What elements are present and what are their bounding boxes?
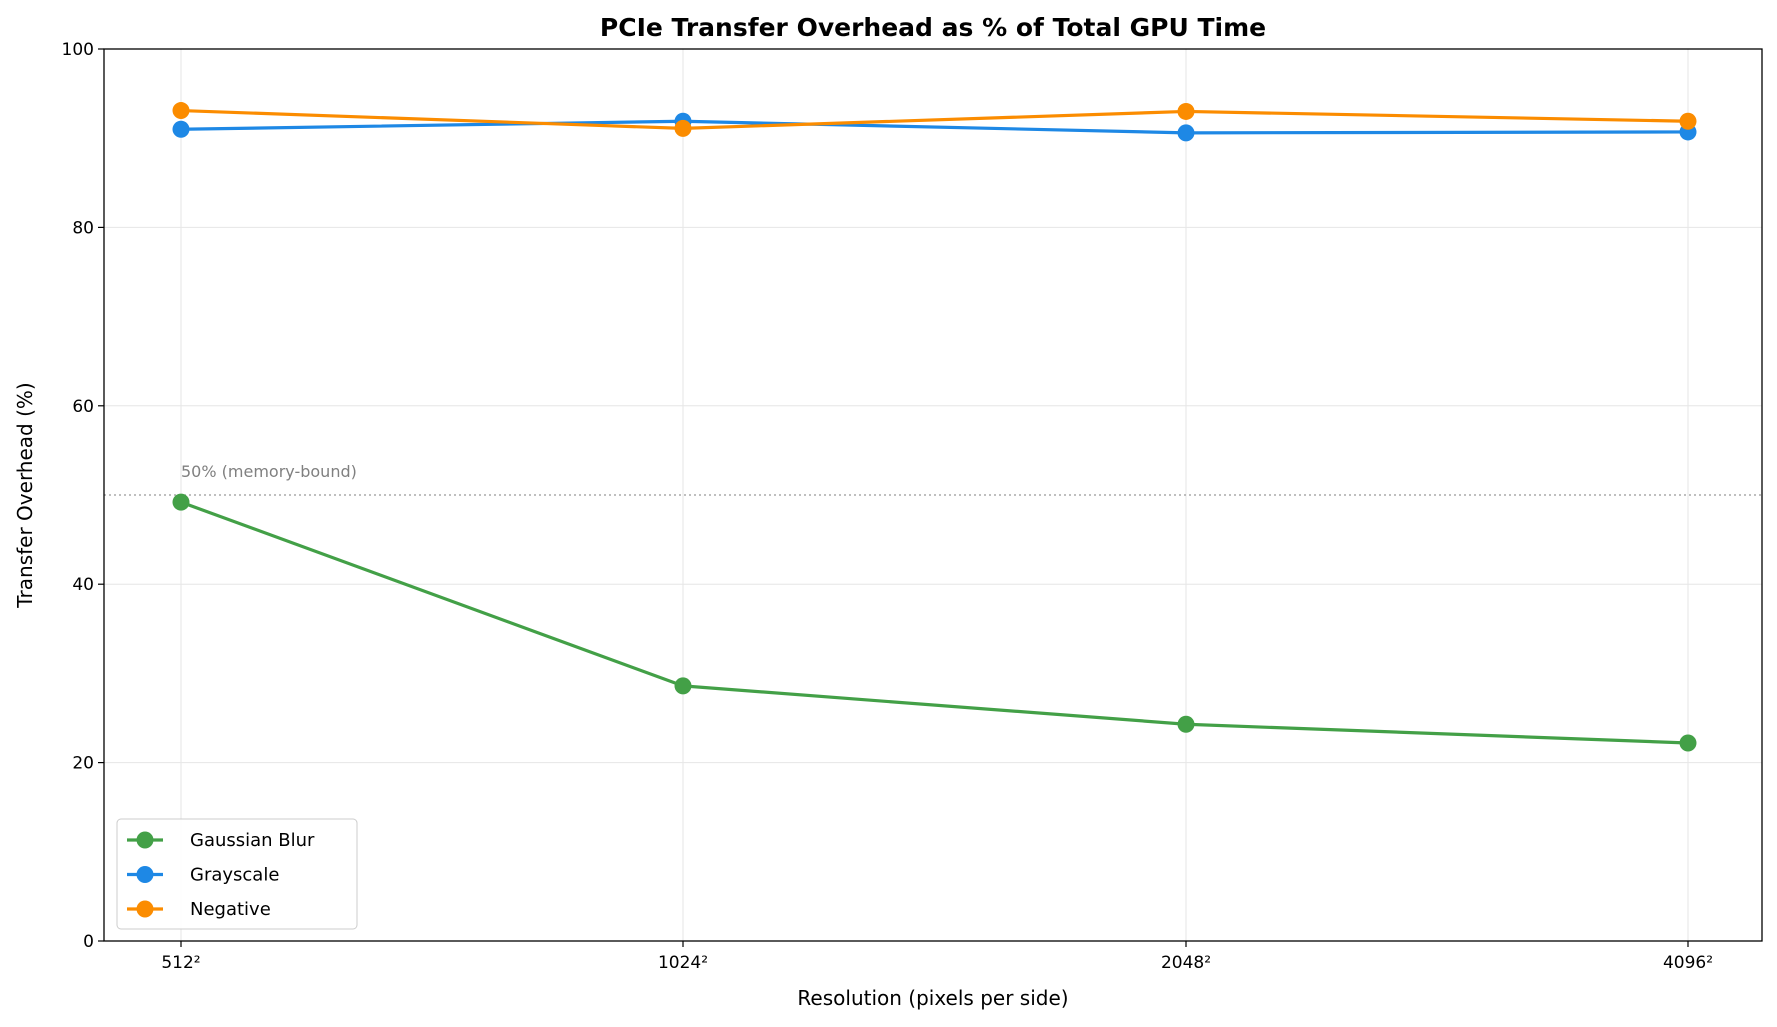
legend-marker-negative [136, 900, 154, 918]
grid [104, 48, 1762, 942]
data-point-grayscale [172, 120, 190, 138]
series-line-grayscale [180, 119, 1689, 135]
series-line-gaussian-blur [180, 500, 1689, 745]
x-tick-label: 512² [161, 953, 200, 973]
y-tick-label: 0 [83, 932, 94, 952]
series-line-negative [180, 108, 1689, 130]
x-tick-label: 2048² [1161, 953, 1211, 973]
series-gaussian-blur [172, 493, 1697, 752]
legend-marker-gaussian-blur [136, 831, 154, 849]
y-tick-label: 20 [72, 754, 94, 774]
legend-box [116, 818, 358, 930]
y-ticks: 0 20 40 60 80 100 [62, 40, 104, 952]
reference-line-label: 50% (memory-bound) [181, 462, 357, 481]
series-negative [172, 102, 1697, 137]
data-point-gaussian-blur [172, 493, 190, 511]
data-point-grayscale [1177, 124, 1195, 142]
legend-marker-grayscale [136, 866, 154, 883]
y-tick-label: 100 [62, 40, 94, 60]
legend: Gaussian Blur Grayscale Negative [116, 818, 358, 930]
x-tick-label: 1024² [658, 953, 708, 973]
data-point-negative [1177, 102, 1195, 120]
x-tick-label: 4096² [1663, 953, 1713, 973]
data-point-gaussian-blur [1679, 734, 1697, 752]
legend-label-gaussian-blur: Gaussian Blur [190, 830, 315, 851]
y-tick-label: 60 [72, 397, 94, 417]
data-point-gaussian-blur [674, 677, 692, 695]
chart-title: PCIe Transfer Overhead as % of Total GPU… [600, 13, 1266, 42]
y-tick-label: 80 [72, 218, 94, 238]
legend-label-grayscale: Grayscale [190, 865, 279, 886]
y-tick-label: 40 [72, 575, 94, 595]
data-point-negative [674, 119, 692, 137]
data-point-negative [172, 102, 190, 120]
y-axis-label: Transfer Overhead (%) [13, 382, 37, 608]
x-ticks: 512² 1024² 2048² 4096² [161, 941, 1713, 973]
plot-frame [103, 48, 1763, 942]
legend-label-negative: Negative [190, 899, 271, 920]
series-group [172, 102, 1697, 752]
x-axis-label: Resolution (pixels per side) [797, 986, 1068, 1010]
data-point-negative [1679, 112, 1697, 130]
data-point-gaussian-blur [1177, 715, 1195, 733]
